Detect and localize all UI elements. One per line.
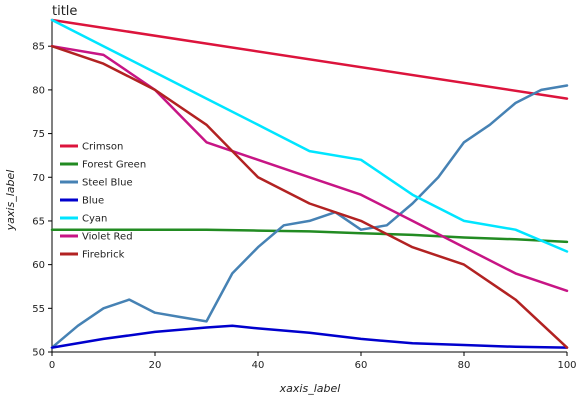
legend-label-blue: Blue	[82, 196, 104, 207]
y-tick-label: 75	[32, 129, 45, 140]
series-line-forest-green	[50, 228, 569, 244]
x-tick-label: 80	[458, 360, 471, 371]
y-tick-label: 55	[32, 304, 45, 315]
legend: Crimson Forest Green Steel Blue Blue Cyan Vio…	[60, 142, 146, 261]
x-tick-label: 100	[557, 360, 576, 371]
y-tick-label: 50	[32, 348, 45, 359]
y-tick-label: 70	[32, 173, 45, 184]
series-lines	[50, 18, 569, 349]
legend-label-crimson: Crimson	[82, 142, 123, 153]
x-ticks: 0 20 40 60 80 100	[49, 352, 577, 371]
y-tick-label: 65	[32, 216, 45, 227]
series-line-violet-red	[50, 44, 569, 293]
x-tick-label: 40	[252, 360, 265, 371]
series-line-firebrick	[50, 44, 569, 349]
series-line-crimson	[50, 18, 569, 100]
legend-label-cyan: Cyan	[82, 214, 107, 225]
legend-label-steel-blue: Steel Blue	[82, 178, 133, 189]
legend-label-forest-green: Forest Green	[82, 160, 146, 171]
chart-title: title	[52, 4, 77, 19]
y-tick-label: 60	[32, 260, 45, 271]
legend-label-firebrick: Firebrick	[82, 250, 125, 261]
series-line-steel-blue	[50, 84, 569, 349]
x-tick-label: 20	[149, 360, 162, 371]
x-axis-title: xaxis_label	[279, 382, 341, 395]
y-ticks: 50 55 60 65 70 75 80 85	[32, 42, 52, 359]
x-tick-label: 60	[355, 360, 368, 371]
y-tick-label: 85	[32, 42, 45, 53]
y-tick-label: 80	[32, 85, 45, 96]
series-line-blue	[50, 324, 569, 349]
legend-label-violet-red: Violet Red	[82, 232, 133, 243]
y-axis-title: yaxis_label	[4, 170, 17, 232]
x-tick-label: 0	[49, 360, 55, 371]
axes	[51, 20, 567, 353]
series-line-cyan	[50, 18, 569, 253]
